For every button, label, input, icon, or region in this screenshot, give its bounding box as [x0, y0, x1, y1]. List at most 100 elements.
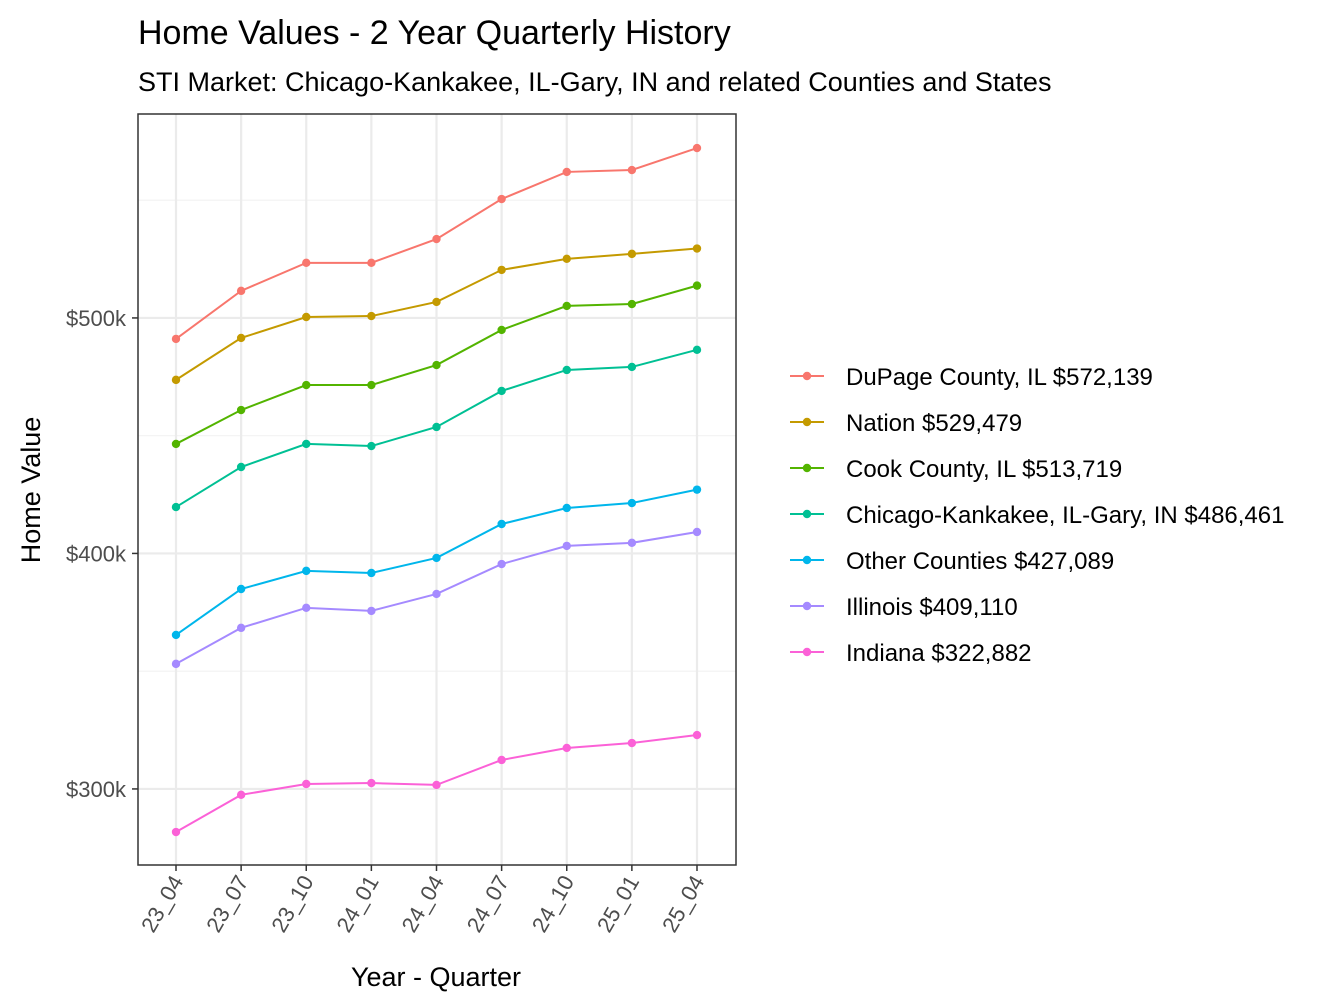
data-point	[432, 780, 441, 790]
data-point	[367, 568, 376, 578]
data-point	[692, 345, 702, 355]
data-point	[432, 589, 441, 599]
data-point	[171, 630, 181, 640]
legend-item[interactable]: Chicago-Kankakee, IL-Gary, IN $486,461	[790, 502, 1284, 529]
x-tick-label: 24_04	[397, 871, 449, 936]
chart-title: Home Values - 2 Year Quarterly History	[138, 14, 731, 52]
data-point	[692, 485, 702, 494]
legend-item[interactable]: DuPage County, IL $572,139	[790, 364, 1153, 391]
x-tick-label: 23_10	[266, 871, 318, 936]
legend-item[interactable]: Other Counties $427,089	[790, 548, 1114, 575]
data-point	[497, 386, 506, 396]
legend-label: Nation $529,479	[846, 410, 1022, 437]
data-point	[171, 659, 181, 669]
data-point	[562, 503, 571, 513]
legend-label: DuPage County, IL $572,139	[846, 364, 1153, 391]
data-point	[627, 362, 637, 372]
data-point	[627, 538, 637, 548]
legend-key-point	[802, 601, 812, 611]
legend-item[interactable]: Nation $529,479	[790, 410, 1022, 437]
x-tick-label: 24_10	[527, 871, 579, 936]
data-point	[432, 360, 441, 370]
y-tick-label: $300k	[66, 777, 127, 802]
legend-item[interactable]: Indiana $322,882	[790, 640, 1032, 667]
data-point	[302, 566, 311, 576]
legend-key-point	[802, 417, 812, 427]
legend-item[interactable]: Illinois $409,110	[790, 594, 1018, 621]
data-point	[302, 312, 311, 322]
data-point	[497, 519, 506, 529]
data-point	[367, 380, 376, 390]
data-point	[367, 311, 376, 321]
data-point	[171, 375, 181, 385]
data-point	[497, 194, 506, 204]
x-axis-title: Year - Quarter	[351, 962, 521, 992]
data-point	[627, 299, 637, 309]
data-point	[432, 553, 441, 563]
legend-label: Cook County, IL $513,719	[846, 456, 1122, 483]
data-point	[562, 541, 571, 551]
legend-key-point	[802, 463, 812, 473]
data-point	[562, 301, 571, 311]
data-point	[497, 559, 506, 569]
data-point	[562, 167, 571, 177]
data-point	[236, 623, 246, 633]
legend-key-point	[802, 509, 812, 519]
y-tick-label: $400k	[66, 541, 127, 566]
data-point	[692, 281, 702, 290]
data-point	[692, 244, 702, 253]
gridlines	[138, 114, 736, 865]
y-axis-title: Home Value	[16, 417, 46, 564]
data-point	[171, 439, 181, 449]
data-point	[627, 165, 637, 175]
data-point	[236, 462, 246, 472]
series-group	[171, 143, 702, 837]
chart-subtitle: STI Market: Chicago-Kankakee, IL-Gary, I…	[138, 67, 1051, 97]
legend-label: Other Counties $427,089	[846, 548, 1114, 575]
data-point	[627, 498, 637, 508]
data-point	[302, 380, 311, 390]
data-point	[236, 286, 246, 296]
legend-item[interactable]: Cook County, IL $513,719	[790, 456, 1122, 483]
x-tick-label: 25_01	[592, 871, 644, 936]
data-point	[692, 527, 702, 537]
data-point	[236, 405, 246, 415]
data-point	[692, 730, 702, 740]
data-point	[627, 249, 637, 259]
data-point	[497, 325, 506, 335]
data-point	[367, 258, 376, 268]
legend-key-point	[802, 555, 812, 565]
data-point	[302, 439, 311, 449]
legend-label: Indiana $322,882	[846, 640, 1032, 667]
data-point	[302, 779, 311, 789]
data-point	[497, 265, 506, 275]
data-point	[367, 441, 376, 451]
legend[interactable]: DuPage County, IL $572,139 Nation $529,47…	[790, 364, 1284, 667]
data-point	[432, 297, 441, 307]
x-tick-label: 23_07	[201, 871, 253, 936]
data-point	[432, 234, 441, 244]
x-tick-label: 25_04	[657, 871, 709, 936]
legend-key-point	[802, 647, 812, 657]
data-point	[171, 502, 181, 512]
x-tick-label: 24_01	[331, 871, 383, 936]
data-point	[367, 778, 376, 788]
data-point	[562, 365, 571, 375]
data-point	[692, 143, 702, 153]
data-point	[236, 790, 246, 800]
data-point	[627, 738, 637, 748]
x-tick-label: 24_07	[462, 871, 514, 936]
data-point	[432, 422, 441, 432]
data-point	[562, 743, 571, 753]
data-point	[562, 254, 571, 264]
data-point	[236, 584, 246, 594]
x-axis: 23_04 23_07 23_10 24_01 24_04 24_07 24_10 25_01…	[136, 865, 709, 936]
x-tick-label: 23_04	[136, 871, 188, 936]
y-axis: $300k $400k $500k	[66, 306, 138, 802]
data-point	[171, 334, 181, 344]
y-tick-label: $500k	[66, 306, 127, 331]
data-point	[171, 827, 181, 837]
data-point	[302, 603, 311, 613]
data-point	[236, 333, 246, 343]
